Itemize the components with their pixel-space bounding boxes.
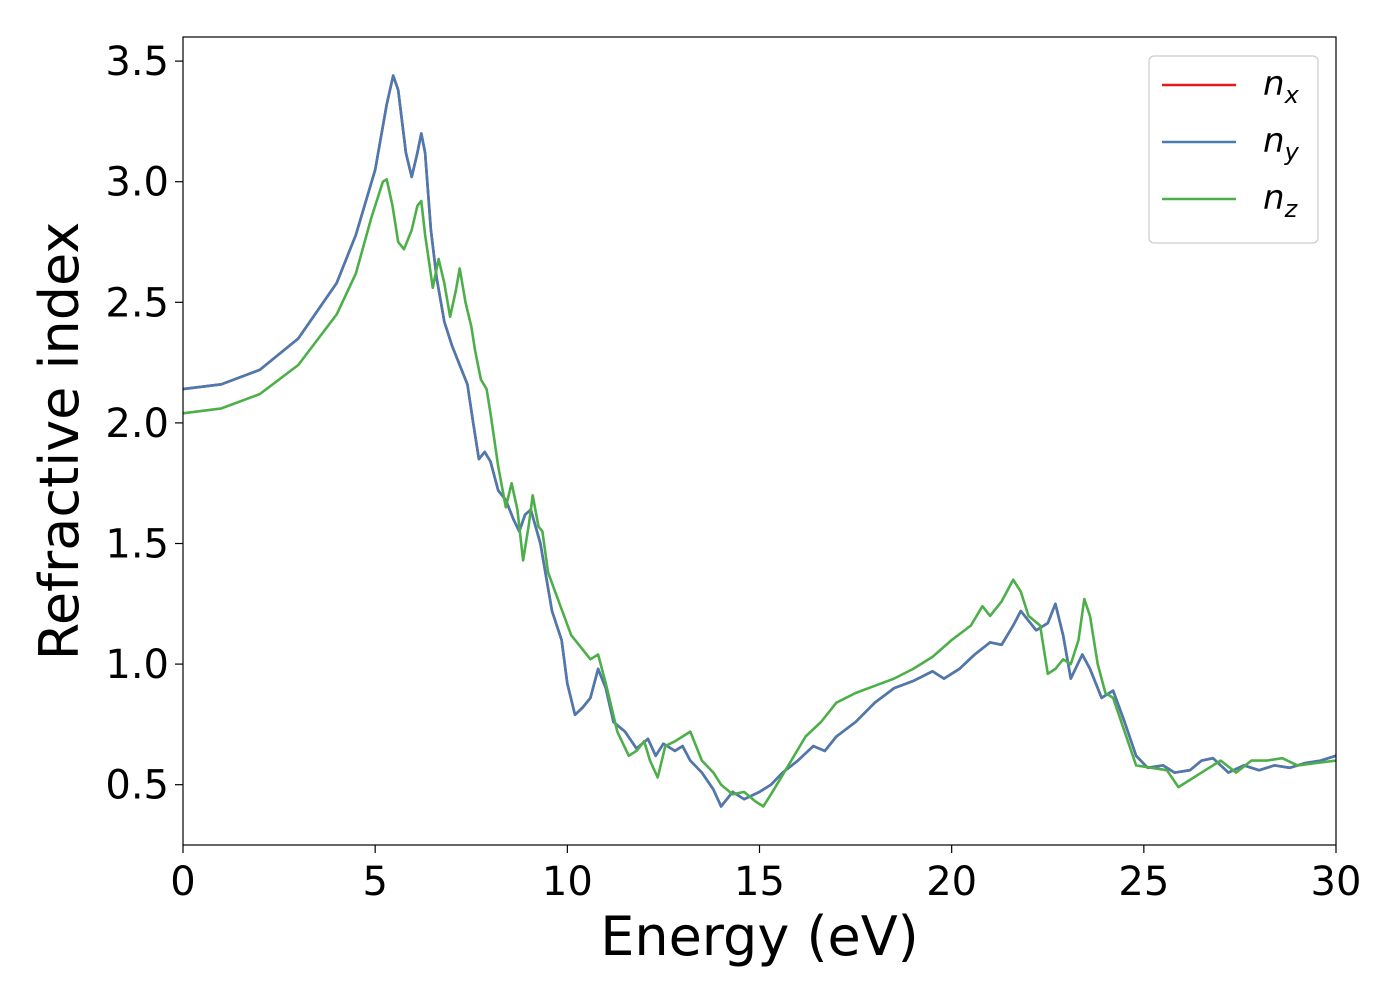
legend-box bbox=[1148, 55, 1319, 244]
series-line-nz bbox=[182, 178, 1337, 808]
x-tick-label: 15 bbox=[734, 859, 785, 905]
y-axis: 0.5 1.0 1.5 2.0 2.5 3.0 3.5 bbox=[105, 39, 183, 809]
x-tick-label: 25 bbox=[1118, 859, 1169, 905]
y-tick-label: 3.5 bbox=[105, 39, 169, 85]
x-axis-title: Energy (eV) bbox=[600, 905, 919, 968]
y-tick-label: 1.5 bbox=[105, 522, 169, 568]
y-tick-label: 0.5 bbox=[105, 763, 169, 809]
x-tick-label: 20 bbox=[926, 859, 977, 905]
y-tick-label: 2.0 bbox=[105, 401, 169, 447]
y-axis-title: Refractive index bbox=[28, 222, 91, 661]
y-tick-label: 2.5 bbox=[105, 280, 169, 326]
y-tick-label: 3.0 bbox=[105, 160, 169, 206]
x-tick-label: 10 bbox=[542, 859, 593, 905]
x-tick-label: 30 bbox=[1311, 859, 1362, 905]
legend-label-nz: nz bbox=[1263, 178, 1299, 223]
y-tick-label: 1.0 bbox=[105, 642, 169, 688]
x-axis: 0 5 10 15 20 25 30 bbox=[170, 845, 1361, 905]
x-tick-label: 0 bbox=[170, 859, 195, 905]
series-layer bbox=[182, 74, 1337, 808]
x-tick-label: 5 bbox=[362, 859, 387, 905]
series-line-ny bbox=[182, 74, 1337, 808]
